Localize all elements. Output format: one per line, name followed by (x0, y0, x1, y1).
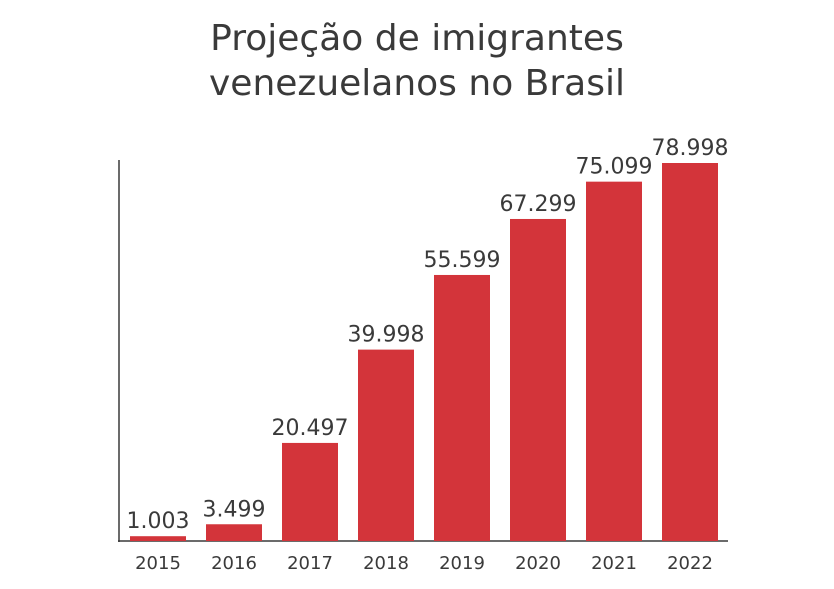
bar-2020 (510, 218, 566, 541)
bar-2015 (130, 536, 186, 541)
x-tick-label-2019: 2019 (439, 553, 485, 574)
chart-title-line-1: Projeção de imigrantes (210, 18, 624, 59)
x-tick-label-2020: 2020 (515, 553, 561, 574)
x-tick-label-2021: 2021 (591, 553, 637, 574)
x-tick-label-2022: 2022 (667, 553, 713, 574)
value-label-2022: 78.998 (652, 136, 729, 161)
value-label-2020: 67.299 (500, 192, 577, 217)
bar-2016 (206, 524, 262, 541)
bar-2021 (586, 181, 642, 542)
x-tick-label-2017: 2017 (287, 553, 333, 574)
value-label-2019: 55.599 (424, 248, 501, 273)
bar-2022 (662, 163, 718, 541)
value-label-2018: 39.998 (348, 323, 425, 348)
x-tick-label-2018: 2018 (363, 553, 409, 574)
x-tick-label-2016: 2016 (211, 553, 257, 574)
bar-2018 (358, 349, 414, 541)
bar-2019 (434, 274, 490, 541)
value-label-2016: 3.499 (203, 497, 266, 522)
x-tick-label-2015: 2015 (135, 553, 181, 574)
chart-title: Projeção de imigrantes venezuelanos no B… (0, 16, 834, 106)
value-label-2017: 20.497 (272, 416, 349, 441)
value-label-2015: 1.003 (127, 509, 190, 534)
value-label-2021: 75.099 (576, 155, 653, 180)
chart-title-line-2: venezuelanos no Brasil (209, 63, 625, 104)
bar-2017 (282, 442, 338, 541)
